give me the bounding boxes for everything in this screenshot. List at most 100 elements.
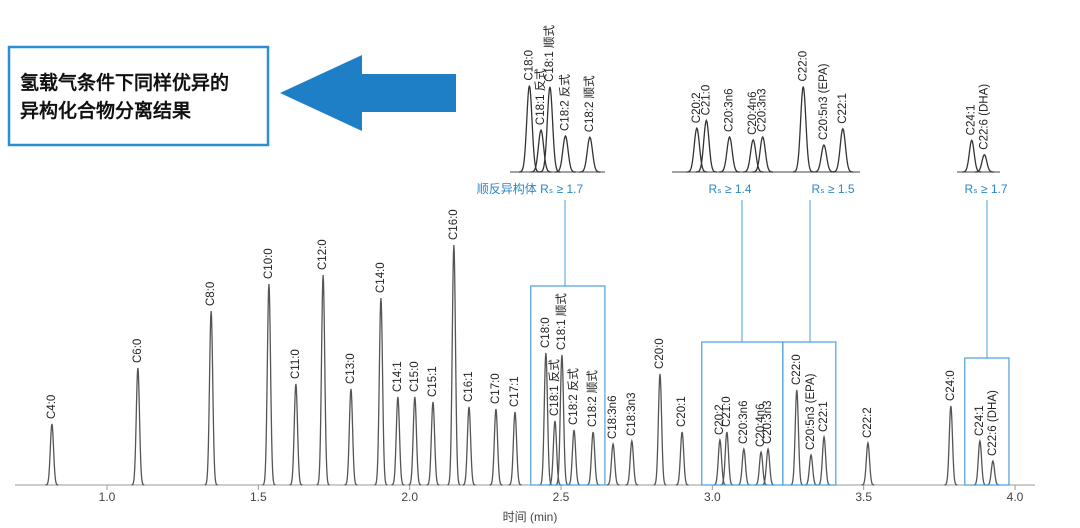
peak: [316, 274, 330, 486]
peak: [408, 396, 422, 486]
peak-label: C10:0: [263, 248, 275, 279]
peak-label: C16:1: [463, 371, 475, 402]
peak-label: C24:1: [974, 405, 986, 436]
peak: [752, 135, 774, 173]
peak: [530, 128, 552, 173]
peak-label: C18:1 顺式: [555, 293, 568, 350]
peak-label: C4:0: [46, 395, 58, 419]
x-tick-label: 3.0: [704, 490, 721, 504]
peak: [754, 450, 768, 486]
peak-label: C20:4n6: [755, 404, 767, 447]
x-axis-label: 时间 (min): [503, 510, 558, 524]
peak: [45, 423, 59, 486]
peak-label: C13:0: [345, 353, 357, 384]
peak: [344, 388, 358, 486]
peak: [832, 127, 854, 173]
peak-label: C21:0: [721, 396, 733, 427]
zoom-box: [782, 341, 837, 486]
peak-label: C14:0: [375, 262, 387, 293]
peak: [462, 406, 476, 486]
peak: [742, 138, 764, 173]
peak-label: C22:1: [837, 93, 849, 124]
peak-label: C8:0: [205, 282, 217, 306]
callout-line: 异构化合物分离结果: [20, 99, 191, 122]
peak: [761, 447, 775, 486]
peak-label: C18:0: [523, 50, 535, 81]
peak-label: C22:2: [862, 407, 874, 438]
x-tick-label: 2.0: [401, 490, 418, 504]
peak: [374, 297, 388, 486]
x-tick-label: 2.5: [553, 490, 570, 504]
peak-label: C20:3n6: [738, 401, 750, 444]
peak: [489, 408, 503, 486]
peak-label: C22:6 (DHA): [987, 390, 999, 456]
peak: [391, 396, 405, 486]
peak-label: C22:1: [818, 401, 830, 432]
peak-label: C17:1: [509, 376, 521, 407]
peak: [567, 429, 581, 486]
peak: [686, 126, 708, 173]
peak-label: C15:1: [427, 366, 439, 397]
peak-label: C20:4n6: [747, 91, 759, 134]
peak: [262, 283, 276, 486]
peak: [579, 136, 601, 173]
peak: [986, 459, 1000, 486]
peak-label: C12:0: [317, 239, 329, 270]
peak-label: C18:1 反式: [548, 359, 561, 416]
peak-label: C20:5n3 (EPA): [818, 63, 830, 140]
peak: [675, 431, 689, 486]
peak-label: C20:2: [714, 404, 726, 435]
peak: [289, 383, 303, 486]
peak-label: C18:3n3: [626, 393, 638, 436]
x-tick-label: 4.0: [1007, 490, 1024, 504]
peak: [792, 86, 814, 173]
peak: [790, 389, 804, 486]
peak-label: C18:1 反式: [534, 68, 547, 125]
peak-label: C20:5n3 (EPA): [805, 373, 817, 450]
peak: [817, 434, 831, 486]
peak-label: C20:3n3: [757, 88, 769, 131]
peak: [737, 447, 751, 486]
annotation: Rₛ ≥ 1.5: [811, 182, 854, 196]
peak: [508, 411, 522, 486]
peak: [695, 118, 717, 173]
peak: [719, 135, 740, 173]
peak: [518, 85, 540, 173]
peak: [548, 420, 562, 486]
peak-label: C18:0: [540, 317, 552, 348]
peak-label: C18:2 反式: [567, 368, 580, 425]
peak-label: C22:6 (DHA): [978, 84, 990, 150]
peak: [606, 441, 620, 486]
peak-label: C20:2: [691, 93, 703, 124]
peak-label: C18:2 顺式: [586, 370, 599, 427]
peak-label: C16:0: [448, 209, 460, 240]
peak: [653, 373, 667, 486]
peak: [861, 440, 875, 486]
peak: [204, 310, 218, 486]
peak: [586, 431, 600, 486]
callout-box: [7, 45, 270, 147]
peak: [720, 431, 734, 486]
peak-label: C21:0: [700, 85, 712, 116]
peak: [813, 143, 835, 173]
peak-label: C20:1: [676, 396, 688, 427]
peak: [539, 86, 561, 173]
peak: [447, 244, 461, 486]
peak-label: C20:0: [654, 338, 666, 369]
x-tick-label: 3.5: [855, 490, 872, 504]
peak-label: C20:3n3: [762, 401, 774, 444]
peak: [426, 401, 440, 486]
peak-label: C20:3n6: [724, 88, 736, 131]
peak-label: C11:0: [290, 349, 302, 379]
annotation: Rₛ ≥ 1.7: [964, 182, 1007, 196]
peak-label: C18:2 反式: [558, 74, 571, 131]
x-tick-label: 1.5: [250, 490, 267, 504]
peak-label: C14:1: [392, 361, 404, 392]
peak-label: C18:2 顺式: [583, 75, 596, 132]
peak-label: C17:0: [490, 373, 502, 404]
peak: [539, 352, 553, 486]
arrow: [280, 55, 456, 131]
annotation: Rₛ ≥ 1.4: [708, 182, 751, 196]
callout-line: 氢载气条件下同样优异的: [20, 71, 229, 94]
